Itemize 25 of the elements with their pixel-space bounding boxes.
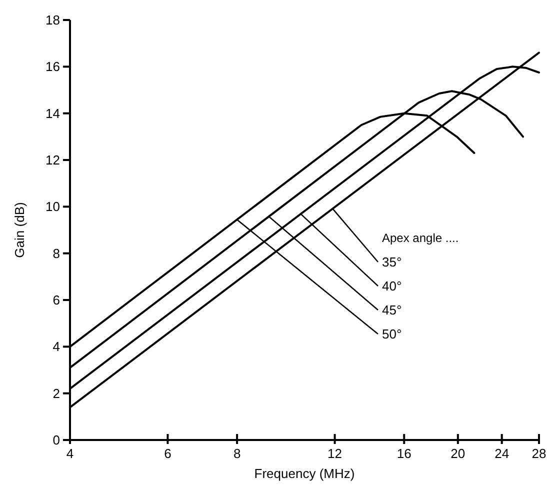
y-tick-label: 16	[46, 59, 60, 74]
y-tick-label: 8	[52, 246, 60, 261]
x-tick-label: 24	[494, 446, 510, 461]
y-tick-label: 0	[52, 432, 60, 448]
y-axis-title: Gain (dB)	[12, 202, 27, 258]
y-tick-label: 10	[46, 199, 60, 214]
x-tick-label: 6	[164, 446, 172, 461]
y-tick-label: 12	[46, 152, 60, 168]
y-tick-label: 4	[52, 339, 60, 354]
x-axis-title: Frequency (MHz)	[254, 466, 355, 481]
y-tick-label: 18	[46, 12, 60, 28]
y-tick-label: 2	[52, 386, 60, 401]
x-tick-label: 4	[66, 446, 74, 461]
y-tick-label: 6	[52, 292, 60, 308]
x-tick-label: 20	[450, 446, 466, 461]
x-tick-label: 12	[328, 446, 342, 461]
legend-label: 50°	[382, 326, 402, 342]
x-tick-label: 28	[532, 446, 546, 461]
y-tick-label: 14	[46, 106, 60, 121]
legend-label: 35°	[382, 254, 402, 270]
legend-label: 40°	[382, 278, 402, 294]
x-tick-label: 8	[233, 446, 241, 461]
x-tick-label: 16	[396, 446, 412, 461]
legend-label: 45°	[382, 302, 402, 318]
legend-title: Apex angle ....	[382, 231, 459, 246]
